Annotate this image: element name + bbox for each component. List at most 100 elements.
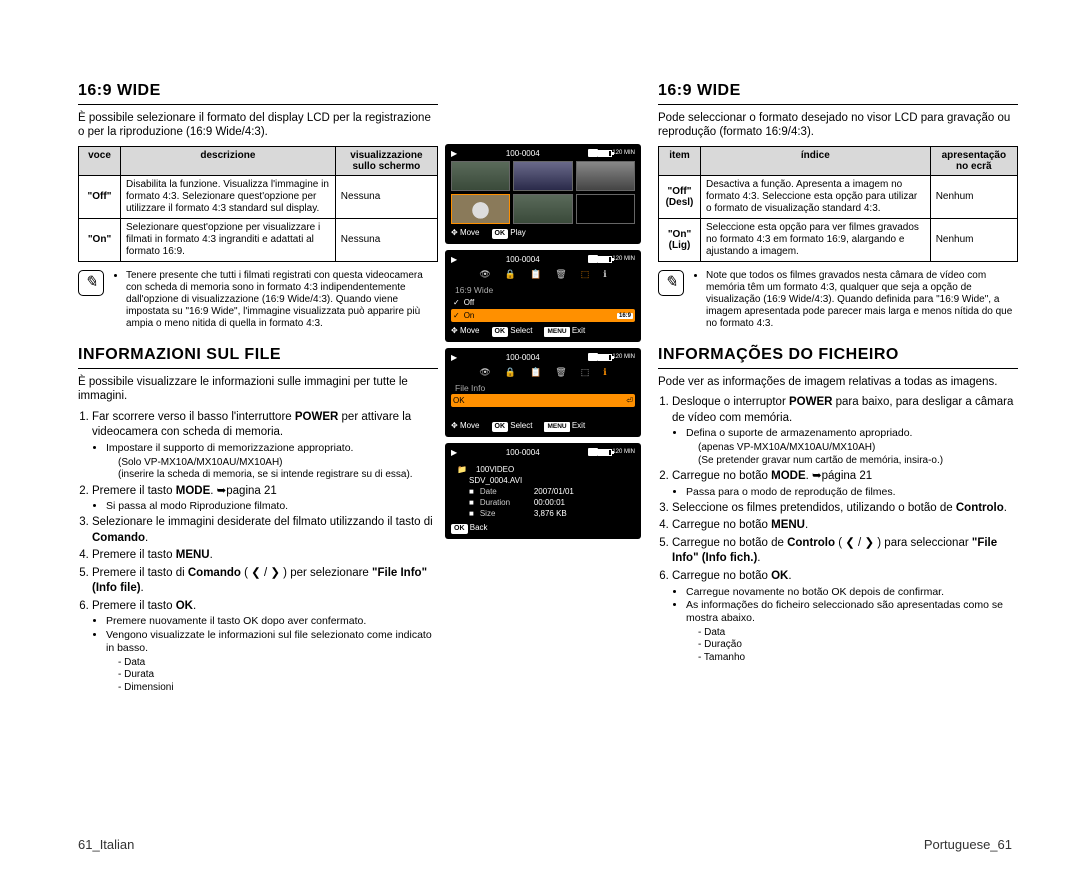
file-name: SDV_0004.AVI	[469, 476, 522, 485]
thumb	[576, 161, 635, 191]
card-icon	[588, 448, 598, 456]
note-block-pt: ✎ Note que todos os filmes gravados nest…	[658, 270, 1018, 330]
folder-name: 100VIDEO	[476, 465, 514, 474]
steps-pt: Desloque o interruptor POWER para baixo,…	[658, 395, 1018, 664]
file-counter: 100-0004	[457, 448, 588, 457]
card-icon	[588, 353, 598, 361]
nav-move: ✥ Move	[451, 326, 480, 337]
menu-off: ✓Off	[451, 296, 635, 309]
portuguese-column: 16:9 WIDE Pode seleccionar o formato des…	[658, 82, 1018, 696]
thumb-selected	[451, 194, 510, 224]
file-counter: 100-0004	[457, 149, 588, 158]
italian-column: 16:9 WIDE È possibile selezionare il for…	[78, 82, 438, 696]
step4-pt: Carregue no botão MENU.	[672, 518, 1018, 534]
minutes: 120 MIN	[612, 150, 635, 156]
file-counter: 100-0004	[457, 353, 588, 362]
step2-it: Premere il tasto MODE. ➥pagina 21 Si pas…	[92, 484, 438, 514]
minutes: 120 MIN	[612, 449, 635, 455]
battery-icon	[598, 449, 612, 456]
row-off-key-it: "Off"	[79, 175, 121, 218]
note-icon: ✎	[658, 270, 684, 296]
card-icon	[588, 255, 598, 263]
battery-icon	[598, 256, 612, 263]
menu-iconrow: 👁🔒📋🗑⬚ℹ	[451, 365, 635, 381]
nav-move: ✥ Move	[451, 421, 480, 432]
row-off-disp-pt: Nenhum	[930, 175, 1017, 218]
thumb-empty	[576, 194, 635, 224]
heading-fileinfo-pt: INFORMAÇÕES DO FICHEIRO	[658, 346, 1018, 364]
lcd-fileinfo-menu: 100-0004 120 MIN 👁🔒📋🗑⬚ℹ File Info OK⏎ ✥ …	[445, 348, 641, 437]
heading-169wide-it: 16:9 WIDE	[78, 82, 438, 100]
intro-wide-it: È possibile selezionare il formato del d…	[78, 111, 438, 140]
menu-title: 16:9 Wide	[451, 283, 635, 296]
file-counter: 100-0004	[457, 255, 588, 264]
footer-left: 61_Italian	[78, 837, 134, 852]
intro-wide-pt: Pode seleccionar o formato desejado no v…	[658, 111, 1018, 140]
th-voce: voce	[79, 146, 121, 175]
nav-play: OK Play	[492, 228, 526, 239]
card-icon	[588, 149, 598, 157]
note-block-it: ✎ Tenere presente che tutti i filmati re…	[78, 270, 438, 330]
step1-pt: Desloque o interruptor POWER para baixo,…	[672, 395, 1018, 467]
step3-pt: Seleccione os filmes pretendidos, utiliz…	[672, 501, 1018, 517]
step5-pt: Carregue no botão de Controlo ( ❮ / ❯ ) …	[672, 536, 1018, 567]
row-on-key-it: "On"	[79, 218, 121, 261]
lcd-169-menu: 100-0004 120 MIN 👁🔒📋🗑⬚ℹ 16:9 Wide ✓Off ✓…	[445, 250, 641, 342]
minutes: 120 MIN	[612, 354, 635, 360]
row-on-desc-it: Selezionare quest'opzione per visualizza…	[121, 218, 336, 261]
step1-it: Far scorrere verso il basso l'interrutto…	[92, 410, 438, 482]
menu-ok-selected: OK⏎	[451, 394, 635, 407]
lcd-file-details: 100-0004 120 MIN 100VIDEO SDV_0004.AVI ■…	[445, 443, 641, 539]
thumb	[513, 161, 572, 191]
nav-back: OK Back	[451, 523, 488, 534]
battery-icon	[598, 354, 612, 361]
step2-pt: Carregue no botão MODE. ➥página 21 Passa…	[672, 469, 1018, 499]
nav-select: OK Select	[492, 421, 533, 432]
step3-it: Selezionare le immagini desiderate del f…	[92, 515, 438, 546]
row-on-key-pt: "On" (Lig)	[659, 218, 701, 261]
step4-it: Premere il tasto MENU.	[92, 548, 438, 564]
step5-it: Premere il tasto di Comando ( ❮ / ❯ ) pe…	[92, 566, 438, 597]
battery-icon	[598, 150, 612, 157]
th-descrizione: descrizione	[121, 146, 336, 175]
th-indice: índice	[701, 146, 931, 175]
row-off-desc-pt: Desactiva a função. Apresenta a imagem n…	[701, 175, 931, 218]
nav-exit: MENU Exit	[544, 421, 585, 432]
note-icon: ✎	[78, 270, 104, 296]
wide-table-it: voce descrizione visualizzazione sullo s…	[78, 146, 438, 262]
manual-page: 16:9 WIDE È possibile selezionare il for…	[0, 0, 1080, 726]
th-item: item	[659, 146, 701, 175]
menu-title: File Info	[451, 381, 635, 394]
row-off-disp-it: Nessuna	[335, 175, 437, 218]
row-off-key-pt: "Off" (Desl)	[659, 175, 701, 218]
thumb	[513, 194, 572, 224]
step6-it: Premere il tasto OK. Premere nuovamente …	[92, 599, 438, 694]
nav-exit: MENU Exit	[544, 326, 585, 337]
row-on-disp-it: Nessuna	[335, 218, 437, 261]
nav-select: OK Select	[492, 326, 533, 337]
menu-iconrow: 👁🔒📋🗑⬚ℹ	[451, 267, 635, 283]
note-text-it: Tenere presente che tutti i filmati regi…	[126, 270, 438, 330]
intro-info-pt: Pode ver as informações de imagem relati…	[658, 375, 1018, 389]
heading-169wide-pt: 16:9 WIDE	[658, 82, 1018, 100]
footer-right: Portuguese_61	[924, 837, 1012, 852]
lcd-column: 100-0004 120 MIN ✥ Move OK Play	[438, 82, 648, 696]
nav-move: ✥ Move	[451, 228, 480, 239]
lcd-thumbnails: 100-0004 120 MIN ✥ Move OK Play	[445, 144, 641, 244]
row-on-desc-pt: Seleccione esta opção para ver filmes gr…	[701, 218, 931, 261]
thumb-grid	[451, 161, 635, 224]
wide-table-pt: item índice apresentação no ecrã "Off" (…	[658, 146, 1018, 262]
file-info-body: 100VIDEO SDV_0004.AVI ■Date2007/01/01 ■D…	[451, 460, 635, 523]
note-text-pt: Note que todos os filmes gravados nesta …	[706, 270, 1018, 330]
menu-on-selected: ✓On16:9	[451, 309, 635, 322]
row-on-disp-pt: Nenhum	[930, 218, 1017, 261]
intro-info-it: È possibile visualizzare le informazioni…	[78, 375, 438, 404]
row-off-desc-it: Disabilita la funzione. Visualizza l'imm…	[121, 175, 336, 218]
thumb	[451, 161, 510, 191]
steps-it: Far scorrere verso il basso l'interrutto…	[78, 410, 438, 695]
th-visualizzazione: visualizzazione sullo schermo	[335, 146, 437, 175]
heading-fileinfo-it: INFORMAZIONI SUL FILE	[78, 346, 438, 364]
step6-pt: Carregue no botão OK. Carregue novamente…	[672, 569, 1018, 664]
th-apresentacao: apresentação no ecrã	[930, 146, 1017, 175]
minutes: 120 MIN	[612, 256, 635, 262]
